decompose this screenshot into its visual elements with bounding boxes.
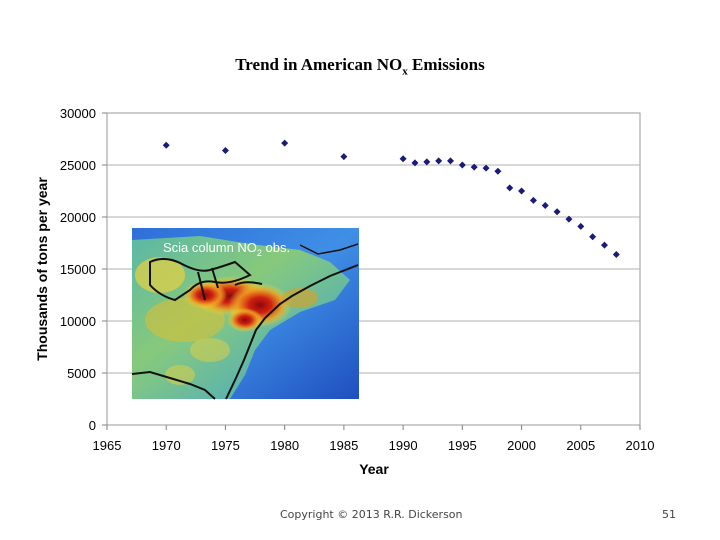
y-axis-label: Thousands of tons per year: [34, 177, 50, 361]
data-point-1994: [446, 157, 454, 165]
y-tick-label: 0: [89, 418, 96, 433]
x-tick-label: 2000: [507, 438, 536, 453]
y-tick-label: 20000: [60, 210, 96, 225]
copyright-text: Copyright © 2013 R.R. Dickerson: [280, 508, 463, 521]
chart-title: Trend in American NOx Emissions: [0, 55, 720, 77]
y-tick-label: 25000: [60, 158, 96, 173]
x-tick-label: 2010: [626, 438, 655, 453]
x-axis-ticks: 1965 1970 1975 1980 1985 1990 1995 2000 2005 2010: [93, 425, 655, 453]
y-tick-label: 30000: [60, 106, 96, 121]
data-point-2004: [565, 215, 573, 223]
scia-no2-map-inset: Scia column NO2 obs.: [131, 228, 359, 400]
x-tick-label: 1980: [270, 438, 299, 453]
data-point-1997: [482, 164, 490, 172]
data-point-2008: [612, 250, 620, 258]
data-point-1985: [340, 153, 348, 161]
x-axis-label: Year: [359, 461, 389, 477]
data-point-1993: [435, 157, 443, 165]
inset-label: Scia column NO2 obs.: [163, 240, 290, 258]
data-point-1999: [506, 184, 514, 192]
x-tick-label: 1985: [329, 438, 358, 453]
chart-title-end: Emissions: [407, 55, 485, 74]
x-tick-label: 1965: [93, 438, 122, 453]
data-points: [162, 139, 620, 258]
data-point-1992: [423, 158, 431, 166]
y-axis-ticks: 0 5000 10000 15000 20000 25000 30000: [60, 106, 107, 433]
data-point-1996: [470, 163, 478, 171]
data-point-2005: [577, 222, 585, 230]
data-point-1991: [411, 159, 419, 167]
data-point-2001: [529, 196, 537, 204]
data-point-2002: [541, 202, 549, 210]
x-tick-label: 2005: [566, 438, 595, 453]
x-tick-label: 1970: [152, 438, 181, 453]
data-point-1975: [221, 146, 229, 154]
page-number: 51: [662, 508, 676, 521]
data-point-1990: [399, 155, 407, 163]
data-point-1995: [458, 161, 466, 169]
data-point-1980: [281, 139, 289, 147]
y-tick-label: 10000: [60, 314, 96, 329]
x-tick-label: 1975: [211, 438, 240, 453]
data-point-1998: [494, 167, 502, 175]
data-point-2007: [600, 241, 608, 249]
y-tick-label: 15000: [60, 262, 96, 277]
x-tick-label: 1990: [389, 438, 418, 453]
x-tick-label: 1995: [448, 438, 477, 453]
data-point-2000: [518, 187, 526, 195]
y-tick-label: 5000: [67, 366, 96, 381]
data-point-1970: [162, 141, 170, 149]
chart-title-subscript: x: [402, 65, 408, 78]
data-point-2006: [589, 233, 597, 241]
chart-title-main: Trend in American NO: [235, 55, 403, 74]
data-point-2003: [553, 208, 561, 216]
